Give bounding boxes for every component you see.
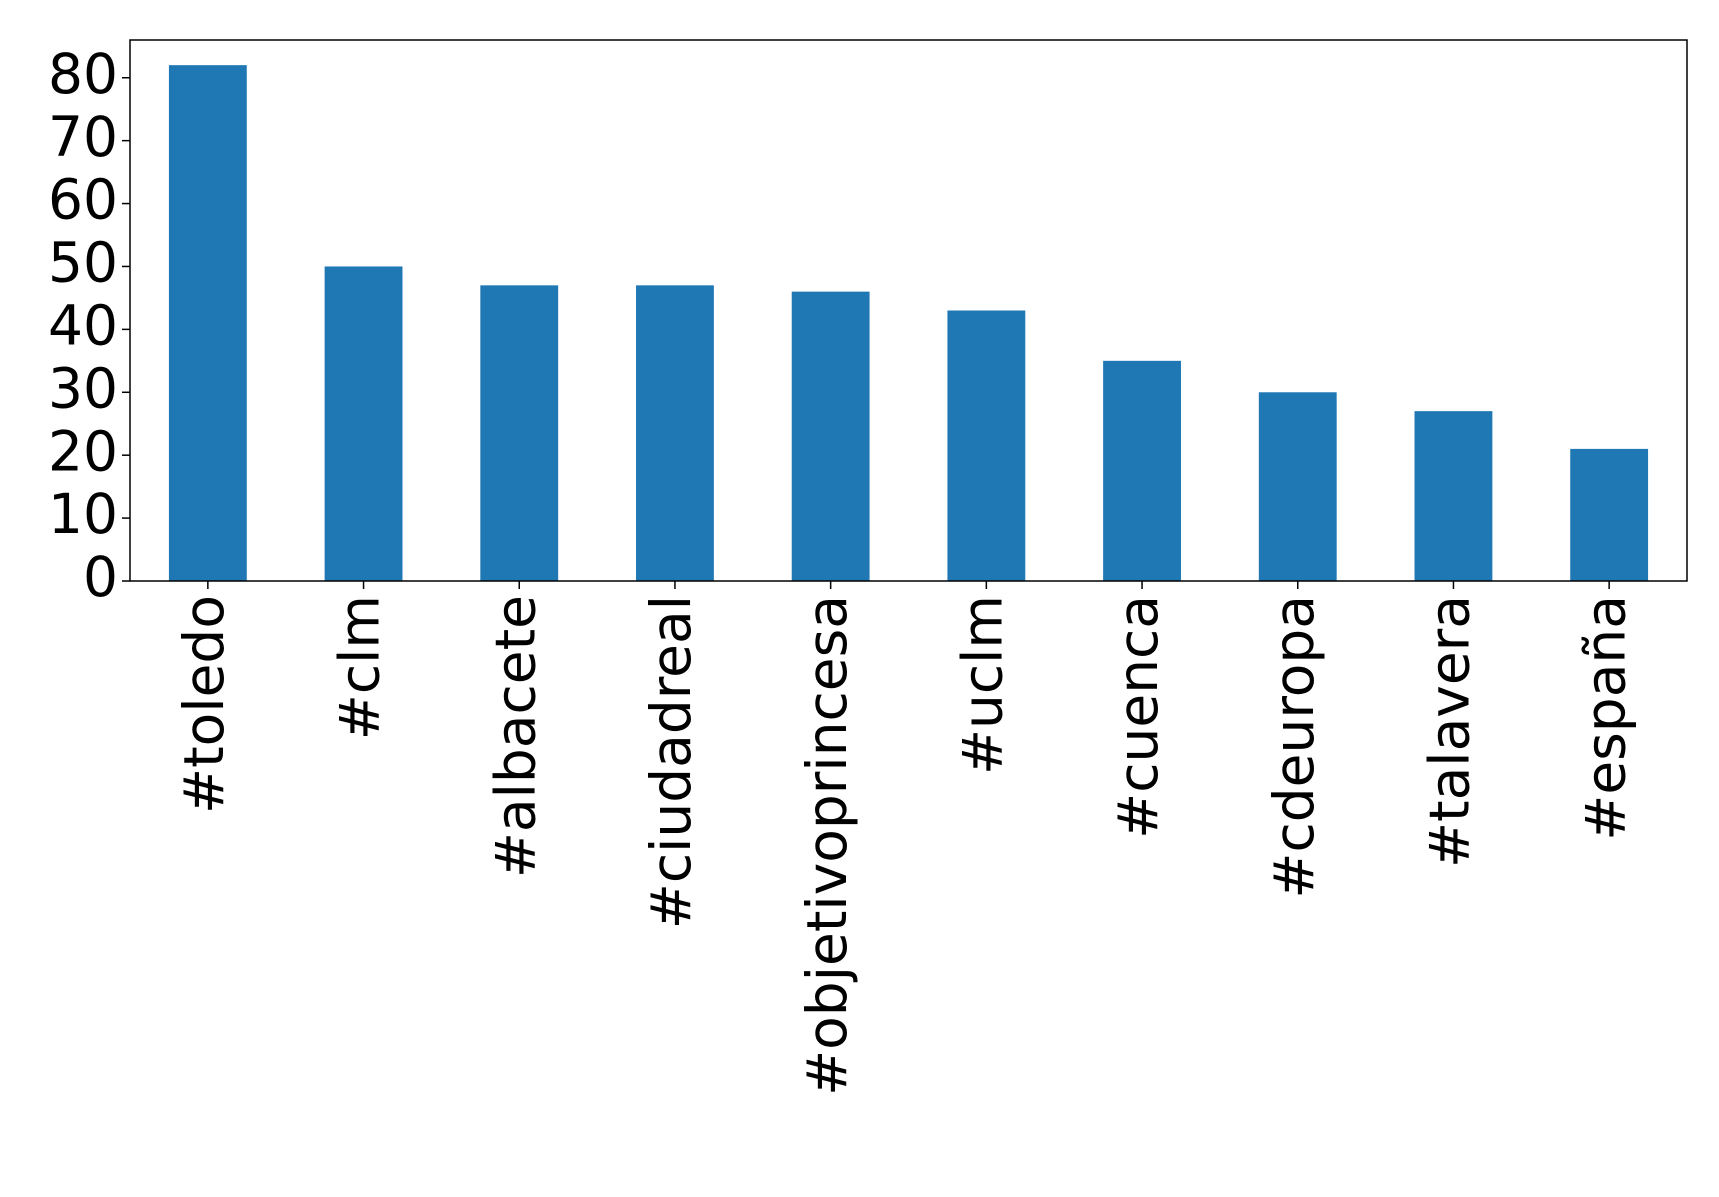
x-tick-label: #uclm: [950, 595, 1014, 775]
y-tick-label: 80: [48, 42, 118, 106]
bar: [947, 310, 1026, 581]
y-tick-label: 40: [48, 294, 118, 358]
bar: [1570, 448, 1649, 581]
y-tick-label: 0: [83, 545, 118, 609]
x-tick-label: #cdeuropa: [1262, 595, 1326, 899]
plot-frame: [129, 39, 1688, 582]
bar: [480, 285, 559, 581]
bar: [1258, 392, 1337, 581]
x-tick-label: #albacete: [483, 595, 547, 878]
x-tick-label: #talavera: [1418, 595, 1482, 868]
y-tick-label: 10: [48, 482, 118, 546]
bar: [791, 291, 870, 581]
x-tick-label: #toledo: [172, 595, 236, 814]
bar: [168, 65, 247, 582]
bar: [636, 285, 714, 581]
x-tick-label: #españa: [1573, 595, 1637, 841]
y-tick-label: 50: [48, 231, 118, 295]
y-tick-label: 70: [48, 105, 118, 169]
bar: [1414, 411, 1493, 581]
bar: [1103, 360, 1181, 581]
x-tick-label: #clm: [328, 595, 392, 740]
x-tick-label: #cuenca: [1106, 595, 1170, 839]
bar: [324, 266, 403, 581]
y-tick-label: 60: [48, 168, 118, 232]
y-tick-label: 30: [48, 356, 118, 420]
x-tick-label: #ciudadreal: [639, 595, 703, 929]
y-tick-label: 20: [48, 419, 118, 483]
x-tick-label: #objetivoprincesa: [795, 595, 859, 1096]
